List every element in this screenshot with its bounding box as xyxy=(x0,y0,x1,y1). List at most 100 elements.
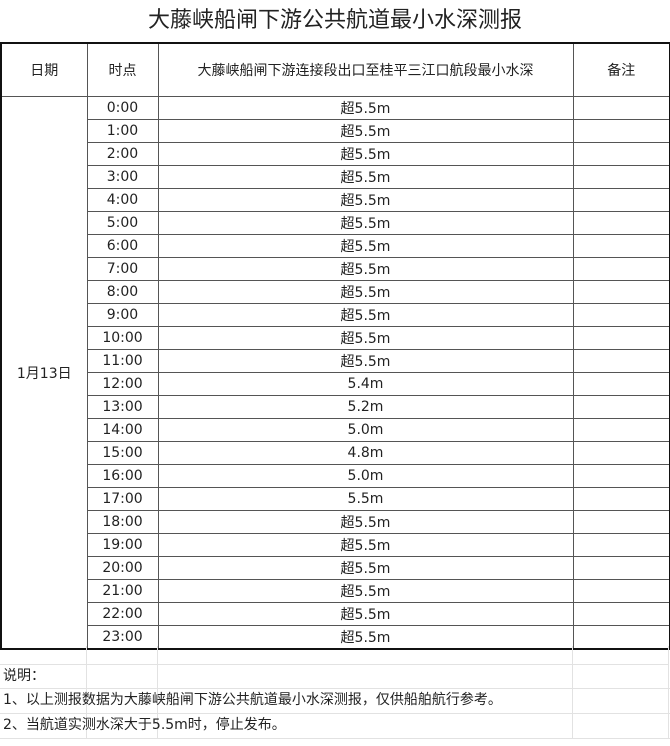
header-time: 时点 xyxy=(86,42,159,97)
table-row: 17:00 5.5m xyxy=(1,487,670,511)
remark-cell xyxy=(572,464,670,488)
depth-cell: 超5.5m xyxy=(157,211,574,235)
time-cell: 21:00 xyxy=(86,579,159,603)
depth-cell: 超5.5m xyxy=(157,119,574,143)
remark-cell xyxy=(572,303,670,327)
time-cell: 2:00 xyxy=(86,142,159,166)
depth-cell: 超5.5m xyxy=(157,533,574,557)
table-row: 14:00 5.0m xyxy=(1,418,670,442)
table-row: 21:00 超5.5m xyxy=(1,579,670,603)
note-1: 1、以上测报数据为大藤峡船闸下游公共航道最小水深测报，仅供船舶航行参考。 xyxy=(0,688,670,714)
depth-cell: 5.0m xyxy=(157,418,574,442)
table-row: 4:00 超5.5m xyxy=(1,188,670,212)
remark-cell xyxy=(572,579,670,603)
depth-cell: 5.5m xyxy=(157,487,574,511)
depth-cell: 超5.5m xyxy=(157,303,574,327)
depth-cell: 超5.5m xyxy=(157,510,574,534)
remark-cell xyxy=(572,257,670,281)
remark-cell xyxy=(572,602,670,626)
depth-cell: 5.4m xyxy=(157,372,574,396)
remark-cell xyxy=(572,510,670,534)
remark-cell xyxy=(572,119,670,143)
depth-table: 日期 时点 大藤峡船闸下游连接段出口至桂平三江口航段最小水深 备注 1月13日 0… xyxy=(0,42,670,650)
table-row: 5:00 超5.5m xyxy=(1,211,670,235)
remark-cell xyxy=(572,349,670,373)
depth-cell: 超5.5m xyxy=(157,625,574,650)
depth-cell: 超5.5m xyxy=(157,96,574,120)
remark-cell xyxy=(572,395,670,419)
header-remark: 备注 xyxy=(572,42,670,97)
remark-cell xyxy=(572,211,670,235)
table-row: 22:00 超5.5m xyxy=(1,602,670,626)
table-row: 1:00 超5.5m xyxy=(1,119,670,143)
remark-cell xyxy=(572,326,670,350)
time-cell: 10:00 xyxy=(86,326,159,350)
time-cell: 3:00 xyxy=(86,165,159,189)
depth-cell: 超5.5m xyxy=(157,280,574,304)
remark-cell xyxy=(572,234,670,258)
remark-cell xyxy=(572,142,670,166)
remark-cell xyxy=(572,556,670,580)
time-cell: 23:00 xyxy=(86,625,159,650)
depth-cell: 5.0m xyxy=(157,464,574,488)
remark-cell xyxy=(572,487,670,511)
time-cell: 8:00 xyxy=(86,280,159,304)
depth-cell: 超5.5m xyxy=(157,556,574,580)
remark-cell xyxy=(572,96,670,120)
time-cell: 16:00 xyxy=(86,464,159,488)
remark-cell xyxy=(572,165,670,189)
table-row: 12:00 5.4m xyxy=(1,372,670,396)
remark-cell xyxy=(572,280,670,304)
time-cell: 22:00 xyxy=(86,602,159,626)
remark-cell xyxy=(572,441,670,465)
time-cell: 13:00 xyxy=(86,395,159,419)
time-cell: 18:00 xyxy=(86,510,159,534)
time-cell: 12:00 xyxy=(86,372,159,396)
depth-cell: 5.2m xyxy=(157,395,574,419)
depth-cell: 超5.5m xyxy=(157,326,574,350)
table-row: 9:00 超5.5m xyxy=(1,303,670,327)
time-cell: 4:00 xyxy=(86,188,159,212)
table-row: 19:00 超5.5m xyxy=(1,533,670,557)
table-row: 13:00 5.2m xyxy=(1,395,670,419)
time-cell: 6:00 xyxy=(86,234,159,258)
table-row: 6:00 超5.5m xyxy=(1,234,670,258)
table-row: 3:00 超5.5m xyxy=(1,165,670,189)
table-row: 11:00 超5.5m xyxy=(1,349,670,373)
table-row: 18:00 超5.5m xyxy=(1,510,670,534)
time-cell: 15:00 xyxy=(86,441,159,465)
depth-cell: 4.8m xyxy=(157,441,574,465)
remark-cell xyxy=(572,188,670,212)
depth-cell: 超5.5m xyxy=(157,188,574,212)
table-row: 8:00 超5.5m xyxy=(1,280,670,304)
depth-cell: 超5.5m xyxy=(157,165,574,189)
depth-cell: 超5.5m xyxy=(157,602,574,626)
remark-cell xyxy=(572,372,670,396)
time-cell: 17:00 xyxy=(86,487,159,511)
time-cell: 20:00 xyxy=(86,556,159,580)
notes-heading: 说明： xyxy=(0,664,670,689)
time-cell: 11:00 xyxy=(86,349,159,373)
depth-cell: 超5.5m xyxy=(157,234,574,258)
table-row: 2:00 超5.5m xyxy=(1,142,670,166)
header-date: 日期 xyxy=(0,42,88,97)
remark-cell xyxy=(572,533,670,557)
time-cell: 5:00 xyxy=(86,211,159,235)
table-row: 15:00 4.8m xyxy=(1,441,670,465)
table-row: 20:00 超5.5m xyxy=(1,556,670,580)
time-cell: 19:00 xyxy=(86,533,159,557)
depth-cell: 超5.5m xyxy=(157,257,574,281)
depth-cell: 超5.5m xyxy=(157,579,574,603)
table-row: 1月13日 0:00 超5.5m xyxy=(0,96,670,650)
time-cell: 0:00 xyxy=(86,96,159,120)
depth-cell: 超5.5m xyxy=(157,142,574,166)
time-cell: 7:00 xyxy=(86,257,159,281)
time-cell: 9:00 xyxy=(86,303,159,327)
header-row: 日期 时点 大藤峡船闸下游连接段出口至桂平三江口航段最小水深 备注 xyxy=(0,42,670,97)
date-cell: 1月13日 xyxy=(0,96,88,650)
table-row: 10:00 超5.5m xyxy=(1,326,670,350)
time-cell: 1:00 xyxy=(86,119,159,143)
note-2: 2、当航道实测水深大于5.5m时，停止发布。 xyxy=(0,713,670,739)
header-depth: 大藤峡船闸下游连接段出口至桂平三江口航段最小水深 xyxy=(157,42,574,97)
table-row: 16:00 5.0m xyxy=(1,464,670,488)
